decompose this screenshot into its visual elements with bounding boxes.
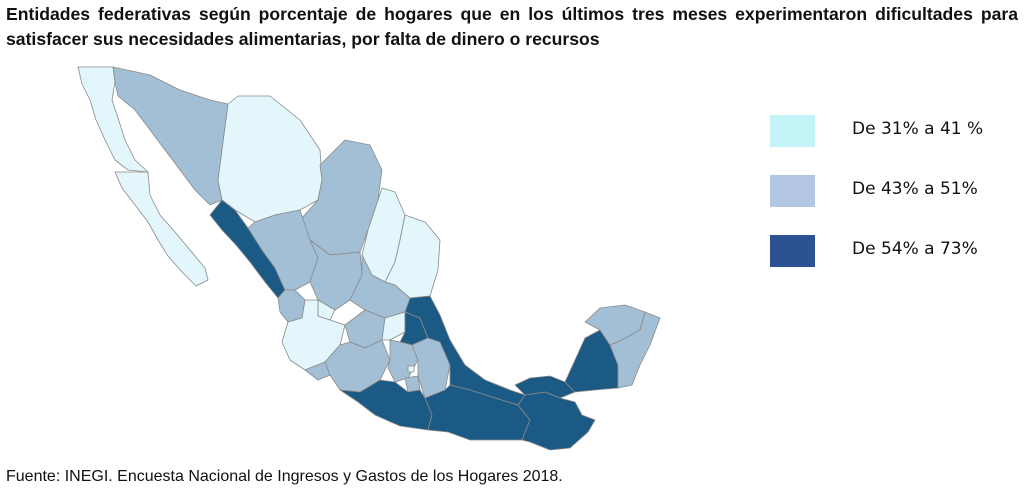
legend-label-mid: De 43% a 51%: [852, 179, 978, 199]
state-chiapas[interactable]: [517, 391, 596, 451]
legend-label-high: De 54% a 73%: [852, 239, 978, 259]
legend-label-low: De 31% a 41 %: [852, 119, 984, 139]
legend-swatch-high: [770, 235, 815, 267]
state-nayarit[interactable]: [277, 289, 306, 323]
legend-swatch-mid: [770, 175, 815, 207]
source-note: Fuente: INEGI. Encuesta Nacional de Ingr…: [6, 468, 563, 485]
state-chihuahua[interactable]: [217, 95, 323, 223]
state-zacatecas[interactable]: [309, 239, 363, 311]
state-sonora[interactable]: [112, 66, 229, 206]
state-baja-california-sur[interactable]: [114, 171, 209, 287]
state-queretaro[interactable]: [381, 311, 406, 341]
state-ciudad-de-mexico[interactable]: [407, 365, 415, 373]
legend-swatch-low: [770, 115, 815, 147]
chart-title: Entidades federativas según porcentaje d…: [6, 4, 1018, 49]
legend-item-mid: De 43% a 51%: [770, 175, 1010, 207]
legend-item-low: De 31% a 41 %: [770, 115, 1010, 147]
state-morelos[interactable]: [404, 375, 421, 393]
state-quintana-roo[interactable]: [609, 311, 661, 389]
legend-item-high: De 54% a 73%: [770, 235, 1010, 267]
state-durango[interactable]: [247, 209, 319, 291]
